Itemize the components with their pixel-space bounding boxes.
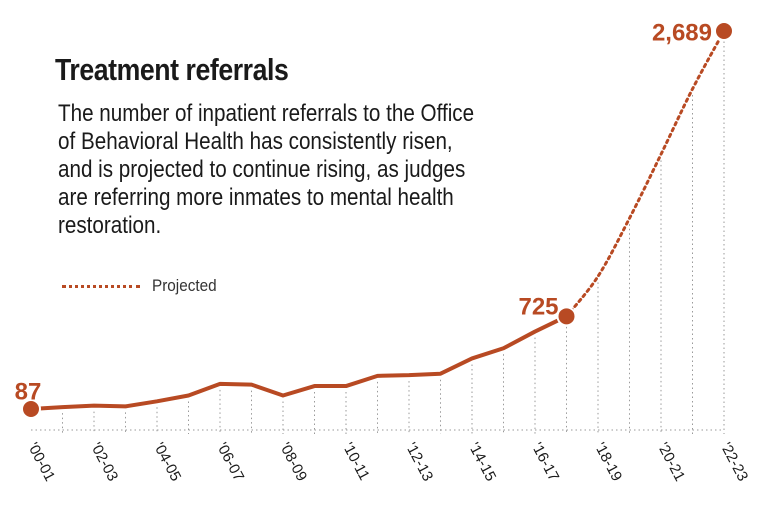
x-tick-label-1: '02-03 <box>87 440 121 484</box>
x-tick-label-3: '06-07 <box>213 440 247 484</box>
x-tick-label-5: '10-11 <box>339 440 373 483</box>
legend-projected-label: Projected <box>152 276 217 295</box>
data-label-0: 87 <box>15 378 42 405</box>
x-tick-label-2: '04-05 <box>150 440 184 484</box>
chart-subtitle: The number of inpatient referrals to the… <box>58 100 475 239</box>
data-point-1 <box>556 306 577 327</box>
legend-dotted-line-swatch <box>62 284 140 288</box>
x-tick-labels: '00-01 '02-03 '04-05 '06-07 '08-09 '10-11 '12-… <box>24 440 751 484</box>
series-line-actual <box>30 314 568 411</box>
data-label-1: 725 <box>518 294 558 321</box>
series-lines <box>30 29 726 411</box>
data-label-2: 2,689 <box>652 19 712 46</box>
data-labels: 87 725 2,689 <box>15 19 712 405</box>
chart-title: Treatment referrals <box>55 52 289 87</box>
series-line-projected <box>565 29 726 318</box>
x-tick-label-11: '22-23 <box>717 440 751 484</box>
data-point-0 <box>21 399 41 419</box>
x-tick-label-9: '18-19 <box>591 440 625 484</box>
gridlines <box>62 37 725 434</box>
x-tick-label-7: '14-15 <box>465 440 499 484</box>
x-tick-label-0: '00-01 <box>24 440 58 484</box>
legend: Projected <box>62 276 224 296</box>
x-tick-label-10: '20-21 <box>654 440 688 484</box>
x-tick-label-6: '12-13 <box>402 440 436 484</box>
data-points <box>21 21 734 419</box>
x-tick-label-8: '16-17 <box>528 440 562 484</box>
x-tick-label-4: '08-09 <box>276 440 310 484</box>
data-point-2 <box>714 21 734 41</box>
